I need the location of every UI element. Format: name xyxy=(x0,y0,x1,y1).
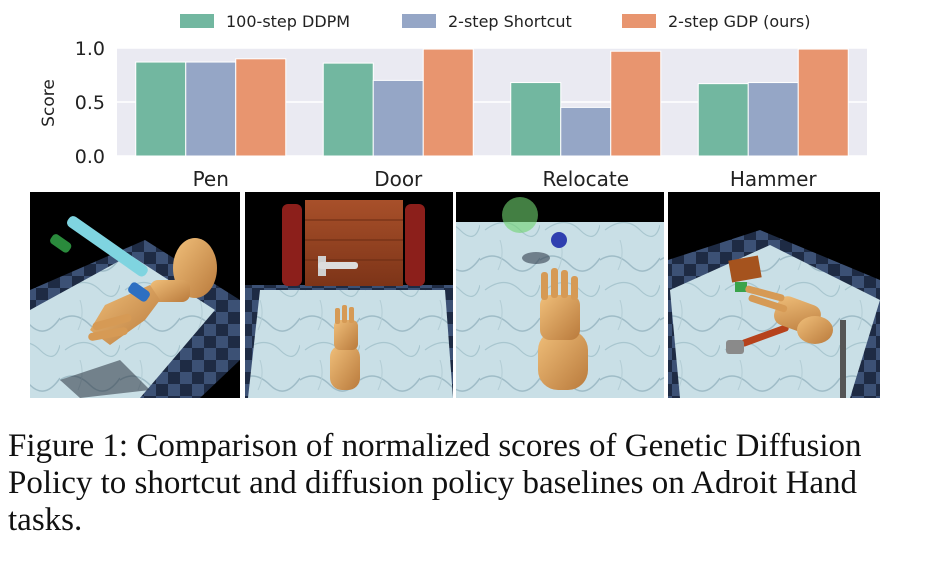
ball-icon xyxy=(551,232,567,248)
caption-text: Comparison of normalized scores of Genet… xyxy=(8,428,862,538)
y-axis-label: Score xyxy=(39,79,59,127)
legend-swatch xyxy=(622,14,656,28)
x-tick-label: Relocate xyxy=(543,167,630,191)
x-tick-label: Door xyxy=(374,167,423,191)
bar xyxy=(185,61,237,157)
target-icon xyxy=(502,197,538,233)
bar xyxy=(235,58,287,157)
bar xyxy=(372,79,424,157)
hammer-icon xyxy=(726,324,789,354)
caption-label: Figure 1: xyxy=(8,428,129,464)
legend-label: 100-step DDPM xyxy=(226,12,350,31)
legend-swatch xyxy=(180,14,214,28)
bar xyxy=(135,61,187,157)
bar xyxy=(697,83,749,157)
legend-label: 2-step GDP (ours) xyxy=(668,12,810,31)
bar xyxy=(797,48,849,157)
legend-swatch xyxy=(402,14,436,28)
x-tick-label: Pen xyxy=(193,167,229,191)
bar xyxy=(422,48,474,157)
y-tick-label: 0.5 xyxy=(75,92,105,114)
relocate-task-image xyxy=(456,192,664,398)
bar xyxy=(510,82,562,157)
y-tick-label: 1.0 xyxy=(75,38,105,60)
hammer-task-image xyxy=(668,192,880,398)
pen-task-image xyxy=(30,192,240,398)
legend-label: 2-step Shortcut xyxy=(448,12,572,31)
x-tick-label: Hammer xyxy=(730,167,818,191)
bar xyxy=(610,50,662,157)
hand-icon xyxy=(330,305,360,390)
y-axis: 0.0 0.5 1.0 xyxy=(75,38,105,168)
hand-icon xyxy=(538,268,588,390)
x-axis: Pen Door Relocate Hammer xyxy=(193,167,818,191)
hand-icon xyxy=(745,285,833,344)
bar xyxy=(322,62,374,157)
door-task-image xyxy=(245,192,453,398)
bar xyxy=(747,82,799,157)
y-tick-label: 0.0 xyxy=(75,146,105,168)
figure-caption: Figure 1: Comparison of normalized score… xyxy=(8,428,928,539)
bar xyxy=(560,106,612,157)
pen-icon xyxy=(50,216,150,302)
legend: 100-step DDPM 2-step Shortcut 2-step GDP (… xyxy=(180,12,810,31)
bars xyxy=(135,48,849,157)
